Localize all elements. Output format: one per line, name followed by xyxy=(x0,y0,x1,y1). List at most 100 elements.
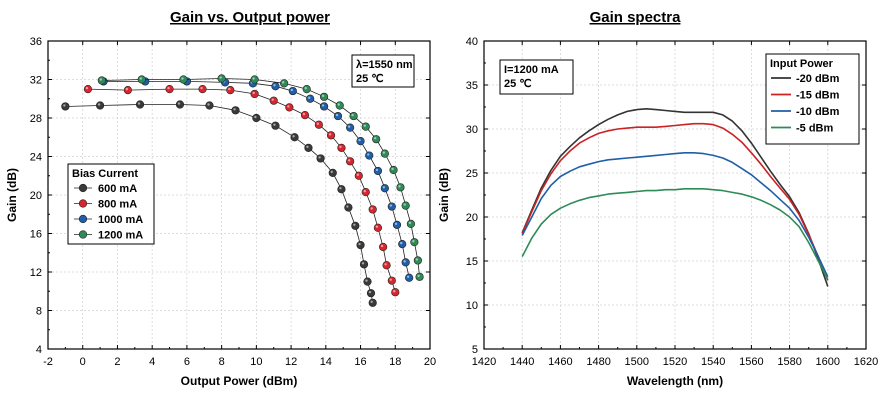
data-point xyxy=(368,298,377,307)
data-point xyxy=(365,151,374,160)
data-point-highlight xyxy=(207,103,210,106)
data-point-highlight xyxy=(403,260,406,263)
x-tick-label: -2 xyxy=(43,356,53,368)
data-point xyxy=(346,157,355,166)
data-point xyxy=(165,85,174,94)
series-1200-ma xyxy=(97,74,424,281)
y-axis-label: Gain (dB) xyxy=(5,168,19,222)
data-point xyxy=(356,137,365,146)
data-point xyxy=(401,201,410,210)
data-point-highlight xyxy=(363,189,366,193)
series-line xyxy=(521,188,829,280)
data-point xyxy=(83,85,93,94)
data-point xyxy=(316,154,325,163)
data-point-highlight xyxy=(406,275,410,278)
y-tick-label: 5 xyxy=(472,344,478,356)
y-tick-label: 36 xyxy=(30,36,42,48)
data-point-highlight xyxy=(99,78,103,81)
data-point xyxy=(344,203,353,212)
data-point-highlight xyxy=(415,258,419,261)
data-point-highlight xyxy=(318,156,321,159)
annotation-box xyxy=(351,54,415,88)
legend-entry-label: -10 dBm xyxy=(796,106,840,118)
data-point xyxy=(337,185,346,194)
x-tick-label: 1500 xyxy=(625,356,649,368)
x-axis-label: Output Power (dBm) xyxy=(181,374,298,388)
data-point xyxy=(405,273,414,282)
data-point-highlight xyxy=(361,262,365,265)
data-point-highlight xyxy=(375,225,379,228)
data-point xyxy=(335,101,344,110)
y-axis-label: Gain (dB) xyxy=(437,168,451,222)
data-point-highlight xyxy=(393,290,396,293)
data-point-highlight xyxy=(382,186,386,189)
data-point xyxy=(396,183,405,192)
data-point-highlight xyxy=(337,103,340,106)
data-point-highlight xyxy=(368,290,372,294)
data-point-highlight xyxy=(328,133,332,136)
x-tick-label: 1580 xyxy=(777,356,801,368)
data-point xyxy=(337,143,346,152)
y-tick-label: 12 xyxy=(30,267,42,279)
data-point xyxy=(373,166,383,176)
data-point-highlight xyxy=(125,87,129,91)
series-10-dbm xyxy=(521,152,829,278)
legend-swatch-marker xyxy=(78,183,88,193)
data-point-highlight xyxy=(321,104,325,107)
legend-swatch-marker xyxy=(78,214,88,224)
data-point-highlight xyxy=(353,223,356,226)
data-point xyxy=(387,202,396,211)
data-point-highlight xyxy=(391,167,394,171)
chart-title: Gain spectra xyxy=(590,9,682,26)
data-point-highlight xyxy=(200,86,203,90)
data-point xyxy=(217,74,226,83)
data-point xyxy=(198,85,207,94)
data-point-highlight xyxy=(139,77,142,80)
annotation-text: 25 ℃ xyxy=(504,78,532,90)
data-point xyxy=(379,242,388,252)
x-tick-label: 0 xyxy=(80,356,86,368)
series-15-dbm xyxy=(521,122,829,281)
data-point-highlight xyxy=(292,135,295,138)
data-point xyxy=(389,165,398,175)
data-point xyxy=(361,122,370,131)
data-point-highlight xyxy=(321,94,325,98)
data-point-highlight xyxy=(382,151,386,154)
y-tick-label: 20 xyxy=(30,190,42,202)
data-point-highlight xyxy=(358,138,361,142)
data-point xyxy=(285,103,294,112)
data-point-highlight xyxy=(358,242,361,246)
x-tick-label: 1420 xyxy=(472,356,496,368)
data-point xyxy=(373,223,383,232)
legend-swatch-marker xyxy=(78,230,88,239)
x-tick-label: 1620 xyxy=(854,356,878,368)
series-800-ma xyxy=(83,85,400,297)
data-point xyxy=(387,276,396,285)
data-point-highlight xyxy=(290,88,294,92)
data-point xyxy=(226,85,235,95)
data-point-highlight xyxy=(63,104,66,107)
data-point-highlight xyxy=(273,84,276,87)
data-point-highlight xyxy=(307,96,311,99)
data-point-highlight xyxy=(339,187,342,190)
data-point xyxy=(271,121,280,130)
data-point xyxy=(97,76,106,85)
annotation-text: λ=1550 nm xyxy=(356,59,413,71)
data-point-highlight xyxy=(351,113,354,117)
legend-swatch-marker xyxy=(78,199,88,208)
annotation-box xyxy=(499,59,574,95)
y-tick-label: 10 xyxy=(466,300,478,312)
data-point-highlight xyxy=(400,241,403,245)
y-tick-label: 24 xyxy=(30,152,42,164)
x-tick-label: 8 xyxy=(219,356,225,368)
x-tick-label: 1600 xyxy=(816,356,840,368)
data-point-highlight xyxy=(408,221,412,225)
data-point-highlight xyxy=(370,207,373,210)
data-point xyxy=(359,260,369,269)
gain-vs-output-power-panel: Gain vs. Output power-2 0 2 4 6 8 10 12 14 16 18 20… xyxy=(5,9,436,388)
data-point xyxy=(368,205,377,214)
data-point-highlight xyxy=(403,203,406,206)
data-point xyxy=(401,258,410,267)
